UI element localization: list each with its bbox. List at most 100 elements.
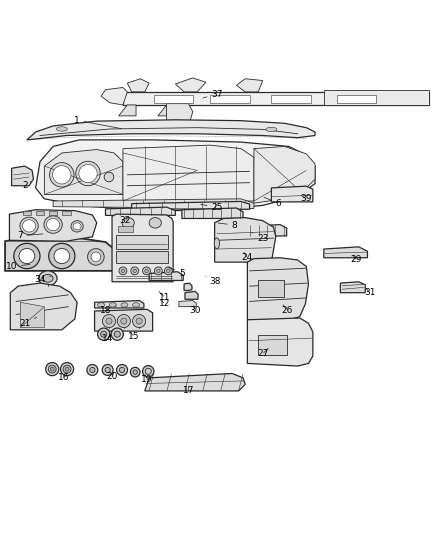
Polygon shape bbox=[44, 149, 123, 195]
Text: 26: 26 bbox=[281, 305, 292, 314]
Ellipse shape bbox=[117, 314, 131, 328]
Ellipse shape bbox=[91, 252, 101, 262]
Bar bbox=[49, 212, 57, 215]
Text: 30: 30 bbox=[189, 305, 201, 314]
Text: 14: 14 bbox=[102, 334, 113, 343]
Ellipse shape bbox=[79, 164, 97, 183]
Ellipse shape bbox=[71, 221, 83, 232]
Ellipse shape bbox=[88, 248, 104, 265]
Ellipse shape bbox=[98, 328, 110, 340]
Polygon shape bbox=[149, 272, 183, 280]
Text: 8: 8 bbox=[218, 221, 237, 230]
Bar bbox=[210, 95, 250, 103]
Ellipse shape bbox=[54, 248, 70, 264]
Ellipse shape bbox=[14, 244, 40, 269]
Bar bbox=[117, 251, 168, 263]
Ellipse shape bbox=[63, 365, 71, 373]
Ellipse shape bbox=[154, 267, 162, 275]
Ellipse shape bbox=[50, 367, 54, 371]
Ellipse shape bbox=[53, 166, 71, 184]
Polygon shape bbox=[127, 79, 149, 92]
Ellipse shape bbox=[49, 244, 75, 269]
Text: 39: 39 bbox=[300, 195, 312, 203]
Ellipse shape bbox=[65, 367, 69, 371]
Polygon shape bbox=[215, 217, 276, 262]
Ellipse shape bbox=[143, 267, 150, 275]
Ellipse shape bbox=[76, 161, 100, 185]
Ellipse shape bbox=[102, 365, 113, 375]
Polygon shape bbox=[95, 309, 152, 331]
Polygon shape bbox=[324, 247, 367, 258]
Bar bbox=[35, 212, 44, 215]
Ellipse shape bbox=[131, 267, 139, 275]
Ellipse shape bbox=[42, 274, 53, 282]
Ellipse shape bbox=[49, 163, 74, 187]
Bar bbox=[258, 280, 284, 297]
Text: 16: 16 bbox=[58, 373, 70, 382]
Ellipse shape bbox=[136, 318, 142, 324]
Text: 25: 25 bbox=[201, 203, 223, 212]
Ellipse shape bbox=[20, 217, 38, 235]
Ellipse shape bbox=[156, 269, 160, 272]
Ellipse shape bbox=[106, 318, 112, 324]
Polygon shape bbox=[179, 301, 196, 306]
Bar bbox=[258, 335, 287, 354]
Text: 27: 27 bbox=[257, 348, 268, 358]
Text: 32: 32 bbox=[120, 216, 131, 225]
Ellipse shape bbox=[145, 269, 148, 272]
Text: 11: 11 bbox=[159, 292, 170, 302]
Text: 17: 17 bbox=[183, 386, 194, 395]
Ellipse shape bbox=[133, 303, 140, 307]
Polygon shape bbox=[11, 283, 77, 330]
Text: 38: 38 bbox=[206, 277, 220, 286]
Bar bbox=[118, 227, 133, 232]
Polygon shape bbox=[12, 166, 33, 185]
Text: 31: 31 bbox=[364, 288, 375, 297]
Bar bbox=[272, 95, 311, 103]
Text: 34: 34 bbox=[34, 275, 51, 284]
Bar bbox=[117, 235, 168, 249]
Polygon shape bbox=[123, 145, 254, 201]
Ellipse shape bbox=[60, 362, 74, 376]
Polygon shape bbox=[324, 90, 428, 105]
Polygon shape bbox=[158, 105, 180, 116]
Bar bbox=[62, 212, 71, 215]
Ellipse shape bbox=[98, 303, 105, 307]
Polygon shape bbox=[184, 283, 192, 290]
Polygon shape bbox=[10, 210, 97, 241]
Text: 6: 6 bbox=[264, 197, 281, 208]
Ellipse shape bbox=[87, 365, 98, 375]
Ellipse shape bbox=[266, 127, 277, 132]
Ellipse shape bbox=[117, 365, 127, 375]
Ellipse shape bbox=[73, 223, 81, 230]
Text: 21: 21 bbox=[19, 317, 36, 328]
Polygon shape bbox=[237, 79, 263, 92]
Polygon shape bbox=[272, 186, 313, 202]
Polygon shape bbox=[247, 258, 308, 320]
Ellipse shape bbox=[111, 328, 124, 340]
Ellipse shape bbox=[164, 267, 172, 275]
Ellipse shape bbox=[166, 269, 170, 272]
Polygon shape bbox=[185, 292, 198, 299]
Ellipse shape bbox=[133, 269, 137, 272]
Ellipse shape bbox=[101, 331, 107, 337]
Text: 20: 20 bbox=[106, 372, 118, 381]
Bar bbox=[22, 212, 31, 215]
Ellipse shape bbox=[214, 238, 219, 249]
Text: 24: 24 bbox=[242, 252, 253, 262]
Ellipse shape bbox=[133, 314, 146, 328]
Ellipse shape bbox=[46, 219, 60, 231]
Ellipse shape bbox=[19, 248, 35, 264]
Polygon shape bbox=[5, 237, 114, 271]
Ellipse shape bbox=[120, 367, 125, 373]
Polygon shape bbox=[254, 147, 315, 203]
Ellipse shape bbox=[121, 303, 128, 307]
Ellipse shape bbox=[131, 367, 140, 377]
Ellipse shape bbox=[39, 271, 57, 286]
Ellipse shape bbox=[121, 318, 127, 324]
Text: 10: 10 bbox=[6, 262, 30, 271]
Polygon shape bbox=[35, 140, 315, 211]
Bar bbox=[337, 95, 376, 103]
Text: 23: 23 bbox=[252, 232, 268, 243]
Polygon shape bbox=[123, 92, 428, 105]
